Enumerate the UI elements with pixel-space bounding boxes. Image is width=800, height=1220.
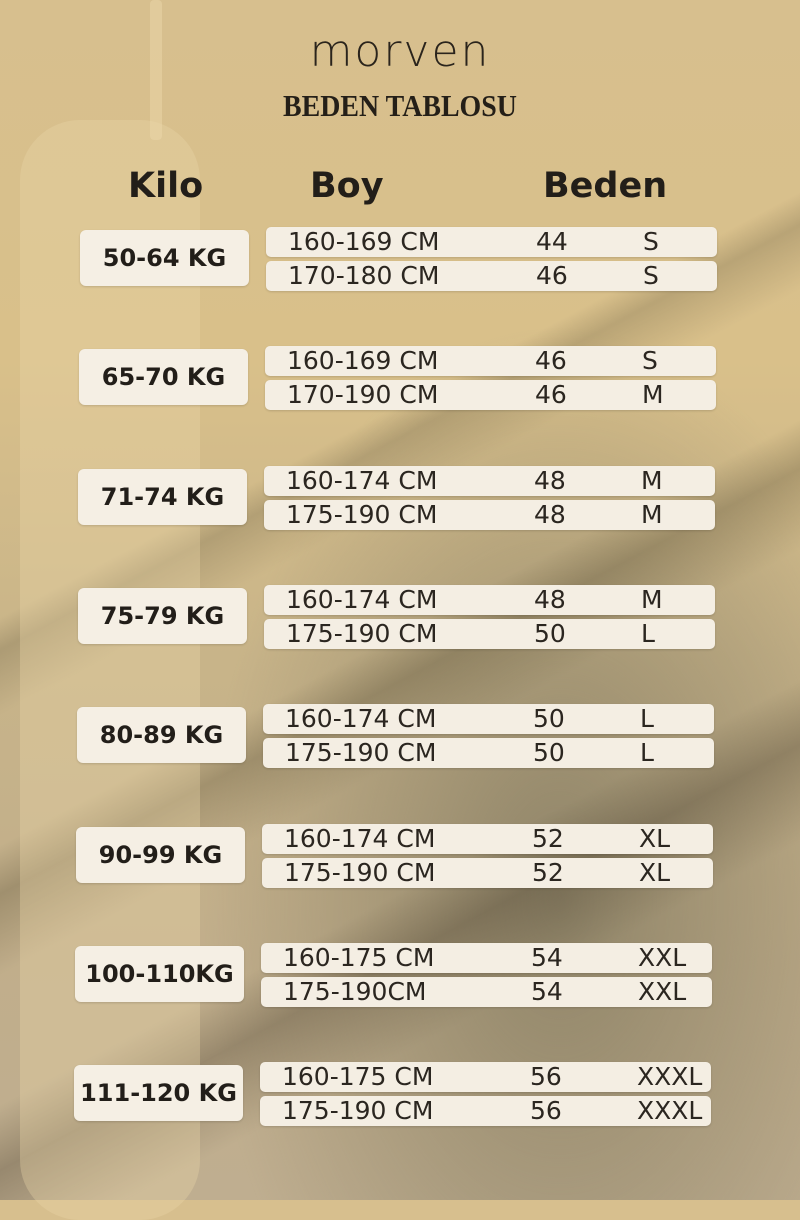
weight-range: 100-110KG [75,945,244,1002]
size-letter: XXL [638,942,687,972]
height-range: 175-190 CM [286,499,438,529]
table-row: 175-190CM 54 XXL [261,976,712,1007]
height-range: 160-174 CM [286,465,438,495]
table-row: 170-180 CM 46 S [266,261,717,291]
size-number: 50 [534,618,566,648]
size-number: 46 [536,261,568,290]
size-number: 50 [533,704,565,734]
size-number: 56 [530,1062,562,1092]
table-row: 175-190 CM 50 L [263,738,714,769]
size-letter: XL [639,823,671,853]
size-letter: L [640,738,654,768]
height-range: 160-175 CM [283,942,435,972]
size-letter: XXXL [637,1096,703,1126]
height-range: 175-190 CM [284,857,436,887]
height-range: 160-174 CM [286,584,438,614]
table-row: 160-169 CM 46 S [265,346,716,377]
size-number: 48 [534,465,566,495]
height-range: 160-169 CM [287,346,439,376]
table-row: 175-190 CM 50 L [264,618,715,649]
size-number: 46 [535,346,567,376]
size-group: 71-74 KG 160-174 CM 48 M 175-190 CM 48 M [0,465,798,532]
size-group: 111-120 KG 160-175 CM 56 XXXL 175-190 CM… [0,1062,794,1128]
weight-range: 90-99 KG [76,826,245,883]
size-letter: L [640,704,654,734]
size-number: 48 [534,584,566,614]
height-range: 175-190 CM [286,618,438,648]
size-number: 54 [531,976,563,1006]
size-number: 48 [534,499,566,529]
weight-range: 80-89 KG [77,707,246,764]
background-hanger-shape [150,0,162,140]
brand-logo: morven [309,26,491,77]
table-row: 160-174 CM 48 M [264,584,715,615]
weight-range: 50-64 KG [80,230,249,286]
size-number: 52 [532,823,564,853]
size-number: 44 [536,227,568,256]
size-group: 75-79 KG 160-174 CM 48 M 175-190 CM 50 L [0,584,798,651]
size-letter: S [642,346,658,376]
size-group: 90-99 KG 160-174 CM 52 XL 175-190 CM 52 … [0,823,796,890]
header-boy: Boy [310,166,384,206]
size-letter: M [641,465,663,495]
size-number: 50 [533,738,565,768]
height-range: 160-175 CM [282,1062,434,1092]
height-range: 160-174 CM [284,823,436,853]
height-range: 160-169 CM [288,227,440,256]
size-number: 56 [530,1096,562,1126]
table-row: 160-174 CM 48 M [264,465,715,496]
size-letter: M [641,499,663,529]
height-range: 175-190CM [283,976,427,1006]
page-title: BEDEN TABLOSU [283,88,517,123]
table-row: 160-175 CM 56 XXXL [260,1062,711,1093]
table-row: 160-175 CM 54 XXL [261,942,712,973]
height-range: 175-190 CM [285,738,437,768]
header-beden: Beden [543,166,668,206]
table-row: 160-174 CM 50 L [263,704,714,735]
weight-range: 111-120 KG [74,1065,243,1122]
table-row: 160-169 CM 44 S [266,227,717,257]
size-letter: XL [639,857,671,887]
height-range: 170-180 CM [288,261,440,290]
table-row: 170-190 CM 46 M [265,380,716,411]
height-range: 160-174 CM [285,704,437,734]
size-letter: XXL [638,976,687,1006]
size-number: 46 [535,380,567,410]
size-number: 52 [532,857,564,887]
size-letter: S [643,227,659,256]
size-letter: M [641,584,663,614]
weight-range: 71-74 KG [78,468,247,525]
table-row: 175-190 CM 48 M [264,499,715,530]
table-row: 160-174 CM 52 XL [262,823,713,854]
height-range: 175-190 CM [282,1096,434,1126]
size-group: 80-89 KG 160-174 CM 50 L 175-190 CM 50 L [0,704,797,770]
background-hanger-shape [20,120,200,1220]
size-group: 100-110KG 160-175 CM 54 XXL 175-190CM 54… [0,942,795,1009]
size-letter: M [642,380,664,410]
size-number: 54 [531,942,563,972]
size-group: 50-64 KG 160-169 CM 44 S 170-180 CM 46 S [0,227,800,293]
table-row: 175-190 CM 52 XL [262,857,713,888]
size-letter: XXXL [637,1062,703,1092]
header-kilo: Kilo [128,166,204,206]
size-letter: S [643,261,659,290]
table-row: 175-190 CM 56 XXXL [260,1096,711,1127]
size-letter: L [641,618,655,648]
size-group: 65-70 KG 160-169 CM 46 S 170-190 CM 46 M [0,346,799,412]
weight-range: 75-79 KG [78,587,247,644]
weight-range: 65-70 KG [79,349,248,406]
height-range: 170-190 CM [287,380,439,410]
